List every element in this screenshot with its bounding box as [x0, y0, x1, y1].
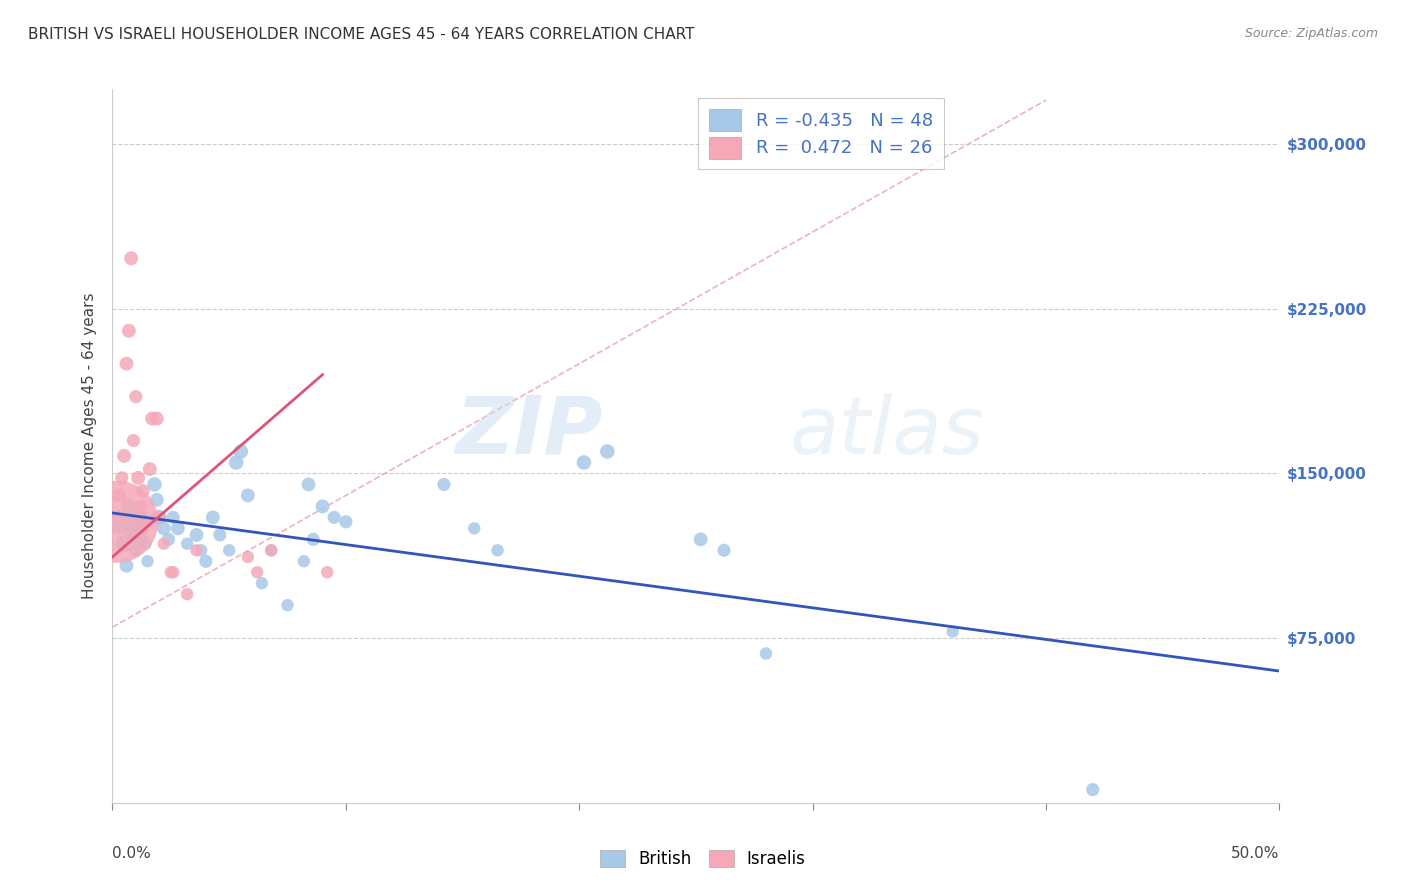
Text: 0.0%: 0.0%	[112, 846, 152, 861]
Point	[122, 434, 145, 448]
Point	[132, 483, 155, 498]
Point	[132, 521, 155, 535]
Point	[250, 576, 273, 591]
Point	[186, 543, 208, 558]
Point	[433, 477, 456, 491]
Point	[141, 411, 163, 425]
Point	[486, 543, 509, 558]
Point	[942, 624, 965, 639]
Point	[146, 492, 169, 507]
Point	[713, 543, 735, 558]
Point	[118, 324, 141, 338]
Point	[120, 252, 142, 266]
Point	[236, 488, 259, 502]
Text: atlas: atlas	[789, 392, 984, 471]
Point	[108, 488, 131, 502]
Point	[166, 521, 188, 535]
Point	[112, 537, 135, 551]
Point	[162, 510, 184, 524]
Point	[112, 449, 135, 463]
Text: BRITISH VS ISRAELI HOUSEHOLDER INCOME AGES 45 - 64 YEARS CORRELATION CHART: BRITISH VS ISRAELI HOUSEHOLDER INCOME AG…	[28, 27, 695, 42]
Point	[186, 528, 208, 542]
Point	[236, 549, 259, 564]
Point	[176, 537, 198, 551]
Point	[755, 647, 778, 661]
Point	[125, 543, 148, 558]
Point	[297, 477, 319, 491]
Point	[246, 566, 269, 580]
Point	[127, 510, 149, 524]
Point	[276, 598, 298, 612]
Point	[157, 533, 180, 547]
Point	[129, 500, 152, 514]
Point	[105, 515, 128, 529]
Point	[311, 500, 333, 514]
Point	[139, 462, 162, 476]
Point	[115, 558, 138, 573]
Point	[1081, 782, 1104, 797]
Point	[260, 543, 283, 558]
Point	[323, 510, 346, 524]
Point	[596, 444, 619, 458]
Point	[208, 528, 231, 542]
Text: Source: ZipAtlas.com: Source: ZipAtlas.com	[1244, 27, 1378, 40]
Point	[134, 515, 156, 529]
Point	[153, 521, 176, 535]
Legend: British, Israelis: British, Israelis	[593, 843, 813, 875]
Point	[463, 521, 485, 535]
Point	[176, 587, 198, 601]
Point	[134, 537, 156, 551]
Point	[148, 510, 170, 524]
Point	[129, 533, 152, 547]
Point	[190, 543, 212, 558]
Point	[160, 566, 183, 580]
Point	[136, 554, 159, 568]
Point	[194, 554, 217, 568]
Point	[316, 566, 339, 580]
Text: ZIP: ZIP	[456, 392, 603, 471]
Point	[162, 566, 184, 580]
Point	[143, 477, 166, 491]
Point	[127, 471, 149, 485]
Point	[292, 554, 315, 568]
Point	[115, 357, 138, 371]
Point	[302, 533, 325, 547]
Text: 50.0%: 50.0%	[1232, 846, 1279, 861]
Point	[120, 515, 142, 529]
Point	[122, 528, 145, 542]
Point	[229, 444, 252, 458]
Point	[689, 533, 711, 547]
Point	[111, 471, 134, 485]
Point	[148, 510, 170, 524]
Point	[201, 510, 224, 524]
Point	[108, 515, 131, 529]
Y-axis label: Householder Income Ages 45 - 64 years: Householder Income Ages 45 - 64 years	[82, 293, 97, 599]
Point	[335, 515, 357, 529]
Point	[260, 543, 283, 558]
Point	[118, 500, 141, 514]
Point	[218, 543, 240, 558]
Point	[153, 537, 176, 551]
Point	[146, 411, 169, 425]
Point	[225, 455, 247, 469]
Point	[125, 390, 148, 404]
Point	[572, 455, 595, 469]
Legend: R = -0.435   N = 48, R =  0.472   N = 26: R = -0.435 N = 48, R = 0.472 N = 26	[697, 98, 943, 169]
